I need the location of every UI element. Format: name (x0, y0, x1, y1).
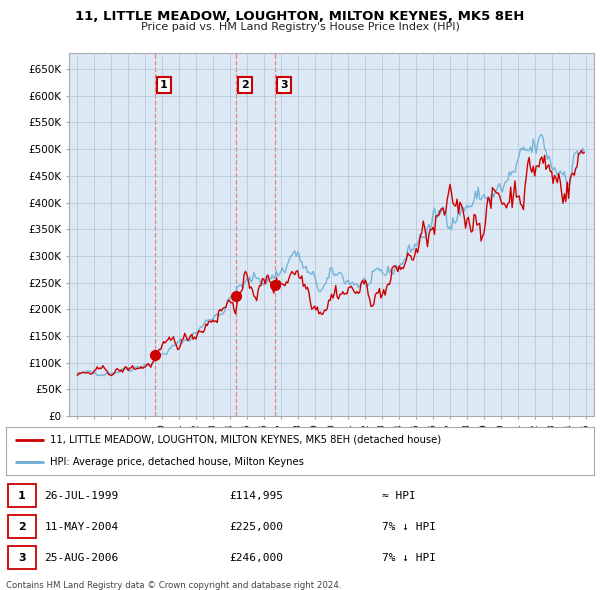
Text: 26-JUL-1999: 26-JUL-1999 (44, 491, 118, 500)
Text: £246,000: £246,000 (229, 553, 283, 562)
Text: 11, LITTLE MEADOW, LOUGHTON, MILTON KEYNES, MK5 8EH (detached house): 11, LITTLE MEADOW, LOUGHTON, MILTON KEYN… (50, 435, 441, 445)
Text: 11-MAY-2004: 11-MAY-2004 (44, 522, 118, 532)
Text: Price paid vs. HM Land Registry's House Price Index (HPI): Price paid vs. HM Land Registry's House … (140, 22, 460, 32)
Text: 11, LITTLE MEADOW, LOUGHTON, MILTON KEYNES, MK5 8EH: 11, LITTLE MEADOW, LOUGHTON, MILTON KEYN… (76, 10, 524, 23)
Text: £225,000: £225,000 (229, 522, 283, 532)
Text: 2: 2 (18, 522, 26, 532)
FancyBboxPatch shape (8, 484, 36, 507)
Text: 25-AUG-2006: 25-AUG-2006 (44, 553, 118, 562)
Text: 3: 3 (18, 553, 26, 562)
Text: £114,995: £114,995 (229, 491, 283, 500)
Text: 7% ↓ HPI: 7% ↓ HPI (382, 522, 436, 532)
FancyBboxPatch shape (8, 546, 36, 569)
Text: 2: 2 (241, 80, 249, 90)
Text: ≈ HPI: ≈ HPI (382, 491, 416, 500)
Text: 7% ↓ HPI: 7% ↓ HPI (382, 553, 436, 562)
Text: 1: 1 (18, 491, 26, 500)
Text: Contains HM Land Registry data © Crown copyright and database right 2024.
This d: Contains HM Land Registry data © Crown c… (6, 581, 341, 590)
Text: HPI: Average price, detached house, Milton Keynes: HPI: Average price, detached house, Milt… (50, 457, 304, 467)
FancyBboxPatch shape (8, 514, 36, 539)
Text: 1: 1 (160, 80, 168, 90)
Text: 3: 3 (280, 80, 287, 90)
